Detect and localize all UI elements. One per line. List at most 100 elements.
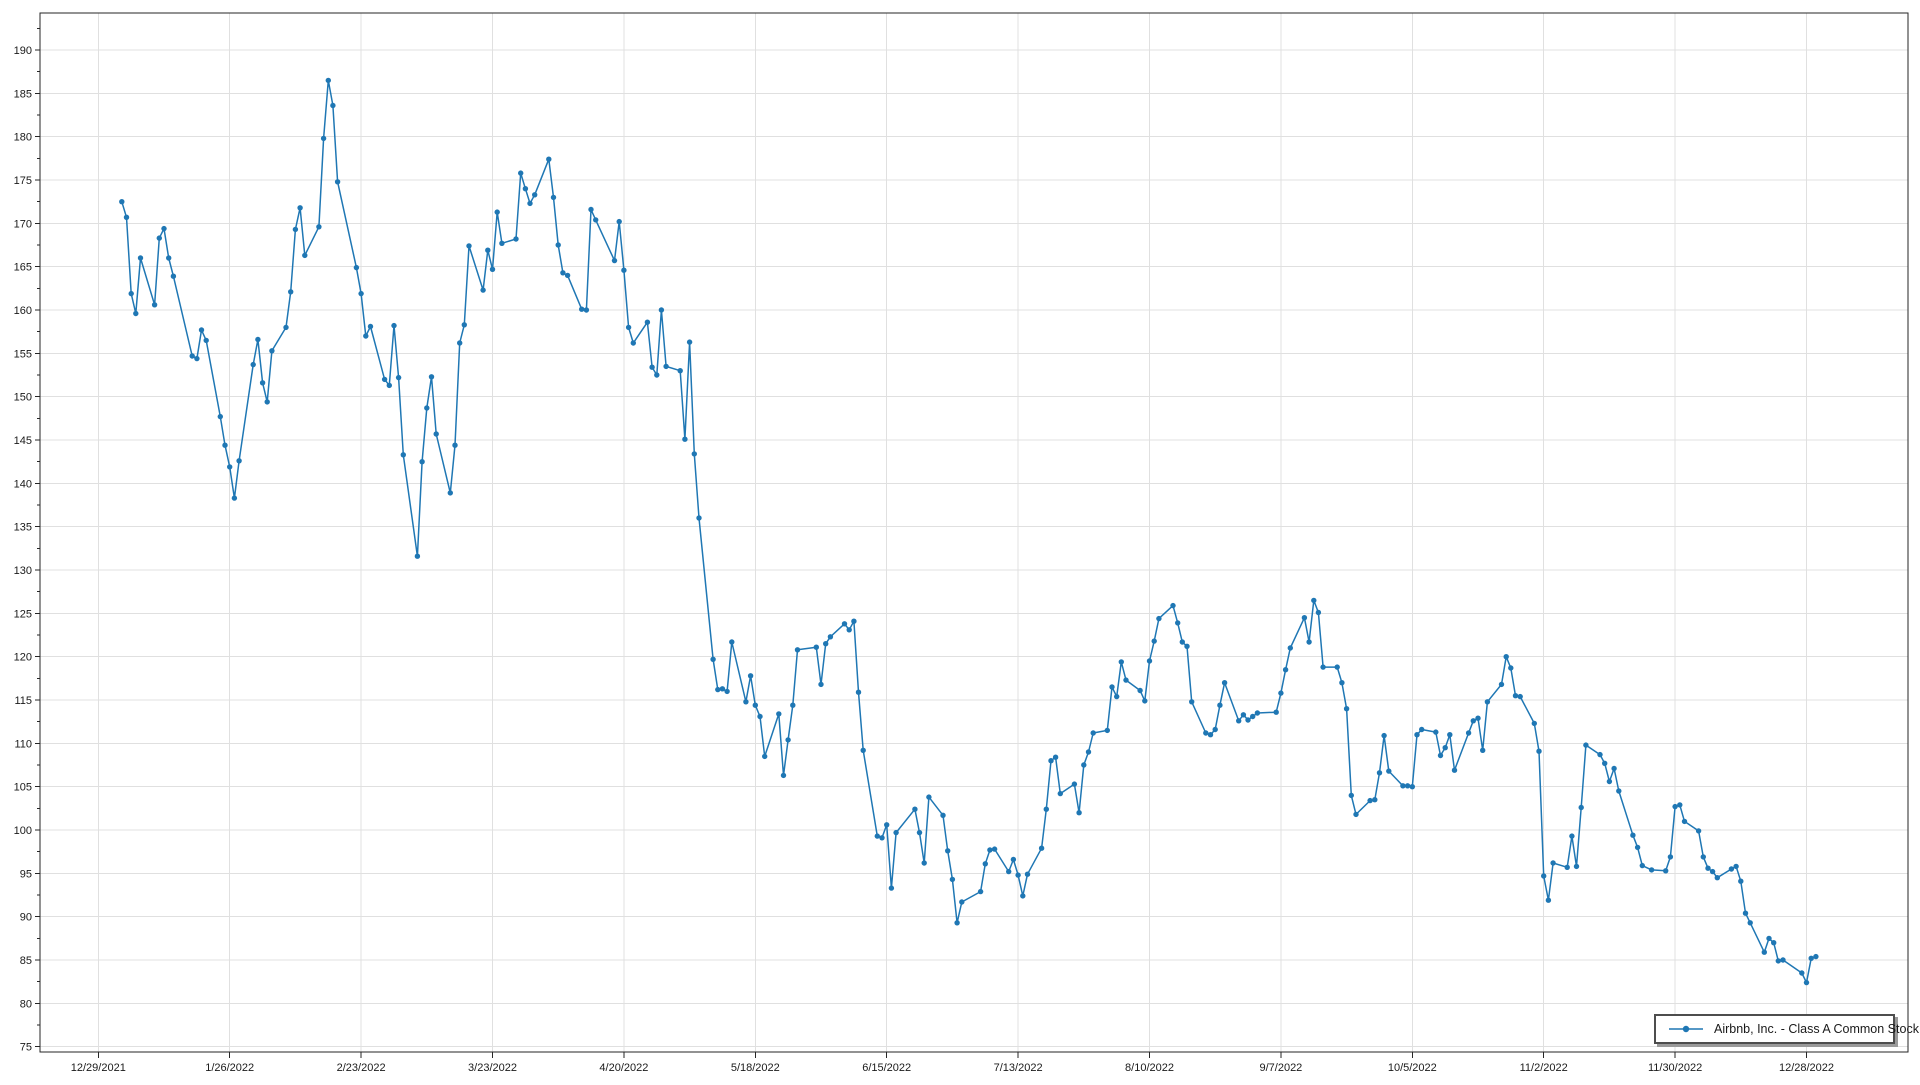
data-point [1512, 693, 1519, 699]
data-point [1367, 797, 1373, 804]
data-point [1024, 871, 1031, 877]
data-point [1156, 615, 1162, 622]
data-point [1639, 862, 1646, 869]
data-point [119, 199, 125, 205]
data-point [1742, 910, 1749, 916]
y-axis-ticks [35, 27, 40, 1048]
x-tick-label: 12/29/2021 [71, 1062, 126, 1074]
data-point [156, 235, 162, 241]
data-point [1109, 684, 1115, 690]
data-point [367, 323, 374, 330]
data-point [912, 806, 918, 812]
legend[interactable]: Airbnb, Inc. - Class A Common Stock [1654, 1014, 1919, 1044]
data-point [1545, 897, 1552, 903]
x-tick-label: 1/26/2022 [205, 1062, 254, 1074]
data-point [1695, 828, 1702, 834]
data-point [677, 368, 683, 374]
data-point [1503, 654, 1509, 660]
data-point [851, 618, 857, 624]
data-point [1484, 699, 1491, 705]
data-point [1020, 893, 1026, 899]
data-point [1409, 784, 1416, 790]
data-point [1611, 765, 1617, 772]
data-point [1498, 681, 1505, 688]
plot-border [39, 12, 1909, 1053]
data-point [1442, 745, 1448, 751]
data-point [189, 353, 195, 359]
data-point [827, 634, 834, 640]
data-point [1517, 693, 1523, 700]
data-point [123, 214, 130, 220]
data-point [499, 240, 505, 246]
data-point [1085, 749, 1092, 755]
y-tick-label: 120 [14, 652, 32, 664]
data-point [682, 436, 688, 442]
data-point [1531, 720, 1538, 727]
data-point [1747, 920, 1753, 926]
data-point [203, 337, 209, 344]
y-tick-label: 130 [14, 565, 32, 577]
data-point [480, 287, 486, 293]
data-point [395, 374, 402, 381]
data-point [1287, 645, 1294, 651]
data-point [1677, 802, 1683, 808]
data-point [1536, 748, 1542, 754]
x-tick-label: 9/7/2022 [1259, 1062, 1302, 1074]
data-point [1799, 970, 1805, 976]
data-point [611, 257, 618, 264]
gridlines [40, 13, 1908, 1052]
x-tick-label: 12/28/2022 [1779, 1062, 1834, 1074]
data-point [1339, 680, 1345, 686]
data-point [1306, 639, 1312, 645]
data-point [489, 266, 496, 272]
data-point [729, 639, 735, 645]
data-point [916, 829, 923, 836]
data-point [1137, 687, 1143, 694]
x-axis-labels: 12/29/2021 1/26/2022 2/23/2022 3/23/2022 4/2… [71, 1062, 1834, 1074]
data-point [658, 307, 665, 313]
x-tick-label: 8/10/2022 [1125, 1062, 1174, 1074]
data-point [1151, 638, 1157, 644]
data-point [1803, 979, 1810, 986]
x-tick-label: 11/2/2022 [1520, 1062, 1568, 1074]
data-point [752, 702, 758, 708]
data-point [1681, 818, 1688, 825]
y-tick-label: 125 [14, 608, 32, 620]
data-point [757, 713, 763, 720]
data-point [846, 627, 852, 633]
data-point [1569, 833, 1575, 839]
data-point [1602, 760, 1608, 766]
data-point [1311, 597, 1317, 604]
data-point [1043, 806, 1050, 812]
data-point [1081, 762, 1087, 768]
x-axis-ticks [97, 1052, 1807, 1058]
data-point [1564, 864, 1570, 870]
data-point [1348, 792, 1355, 799]
x-tick-label: 3/23/2022 [468, 1062, 517, 1074]
data-point [198, 327, 205, 333]
data-point [494, 209, 500, 215]
data-point [593, 217, 599, 223]
y-tick-label: 80 [20, 998, 32, 1010]
data-point [1006, 868, 1012, 875]
data-point [874, 833, 880, 839]
data-point [1207, 732, 1214, 738]
data-point [785, 737, 791, 743]
data-point [330, 102, 336, 109]
y-tick-label: 170 [14, 218, 32, 230]
data-point [1320, 664, 1326, 670]
data-point [1090, 730, 1096, 736]
data-point [823, 641, 829, 647]
data-point [222, 442, 228, 448]
data-point [269, 348, 275, 354]
x-tick-label: 10/5/2022 [1388, 1062, 1437, 1074]
data-point [1221, 680, 1228, 686]
data-point [1315, 609, 1322, 616]
data-point [560, 270, 566, 276]
data-point [386, 382, 392, 389]
y-tick-label: 100 [14, 825, 32, 837]
data-point [1217, 702, 1223, 708]
y-tick-label: 155 [14, 348, 32, 360]
